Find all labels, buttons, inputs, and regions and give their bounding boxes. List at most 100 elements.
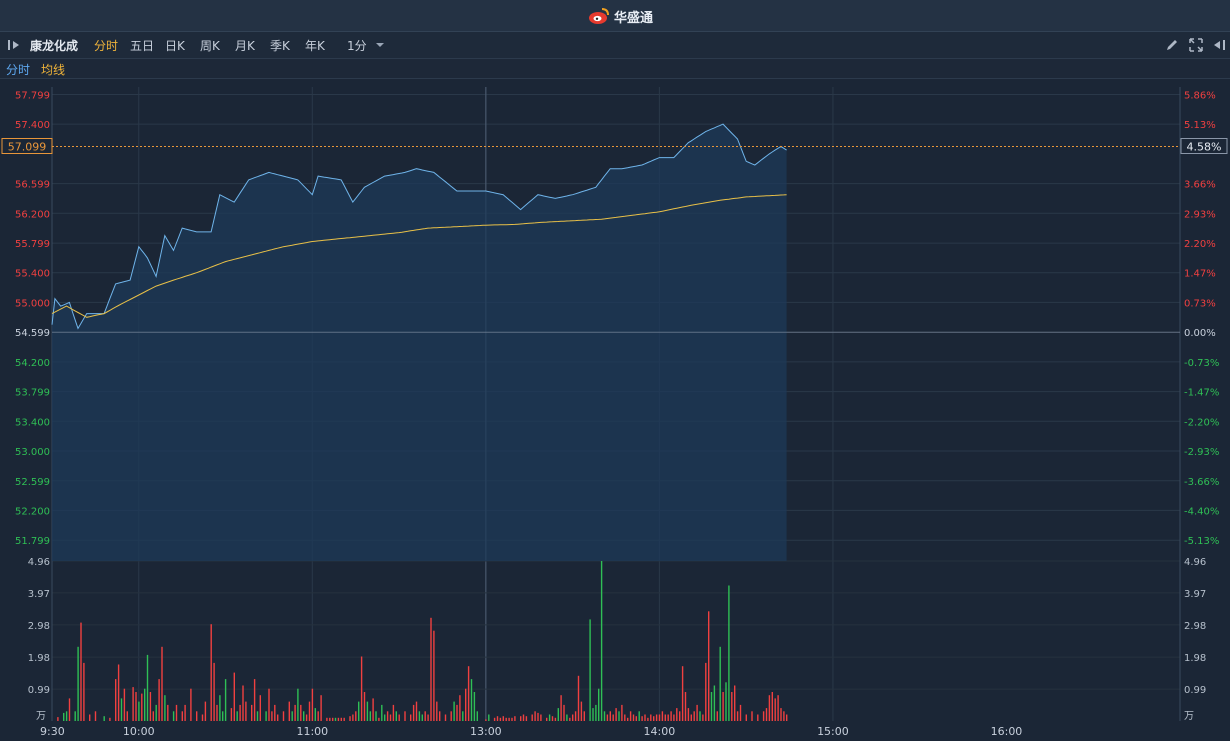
volume-bar bbox=[103, 716, 105, 721]
volume-bar bbox=[259, 695, 261, 721]
change-tick-label: 2.93% bbox=[1184, 209, 1216, 220]
volume-bar bbox=[213, 662, 215, 721]
tab-daily-k[interactable]: 日K bbox=[165, 39, 185, 53]
volume-bar bbox=[624, 714, 626, 721]
change-tick-label: -0.73% bbox=[1184, 358, 1219, 369]
volume-bar bbox=[658, 714, 661, 721]
volume-bar bbox=[736, 711, 739, 721]
volume-bar bbox=[534, 711, 536, 721]
collapse-right-icon[interactable] bbox=[1210, 37, 1226, 53]
volume-bar bbox=[239, 704, 241, 721]
change-tick-label: -5.13% bbox=[1184, 536, 1219, 547]
volume-bar bbox=[537, 712, 539, 721]
price-line bbox=[51, 123, 787, 330]
volume-tick-label: 0.99 bbox=[1184, 685, 1206, 696]
volume-bar bbox=[540, 714, 542, 721]
price-tick-label: 54.200 bbox=[15, 358, 50, 369]
volume-bar bbox=[768, 695, 771, 721]
volume-bar bbox=[181, 711, 183, 721]
volume-bar bbox=[146, 654, 149, 721]
volume-bar bbox=[430, 617, 432, 721]
current-change-tag: 4.58% bbox=[1180, 138, 1228, 155]
volume-bar bbox=[580, 701, 583, 721]
volume-bar bbox=[696, 704, 698, 721]
tab-quarterly-k[interactable]: 季K bbox=[270, 39, 290, 53]
volume-bar bbox=[65, 711, 68, 721]
volume-tick-label: 4.96 bbox=[28, 557, 50, 568]
volume-bar bbox=[196, 711, 198, 721]
volume-bar bbox=[210, 624, 212, 721]
volume-bar bbox=[415, 701, 418, 721]
volume-bar bbox=[412, 704, 415, 721]
volume-bar bbox=[141, 693, 143, 721]
price-tick-label: 56.200 bbox=[15, 209, 50, 220]
volume-bar bbox=[109, 717, 111, 721]
chevron-down-icon[interactable] bbox=[372, 37, 388, 53]
brand-name: 华盛通 bbox=[614, 10, 654, 26]
volume-bar bbox=[366, 701, 369, 721]
volume-bar bbox=[77, 646, 79, 721]
pencil-icon[interactable] bbox=[1164, 37, 1180, 53]
volume-bar bbox=[277, 714, 279, 721]
stock-name[interactable]: 康龙化成 bbox=[30, 39, 79, 53]
price-tick-label: 52.200 bbox=[15, 506, 50, 517]
volume-bar bbox=[470, 679, 473, 721]
volume-bar bbox=[551, 716, 554, 721]
volume-tick-label: 1.98 bbox=[1184, 653, 1206, 664]
legend-avg-line[interactable]: 均线 bbox=[41, 63, 66, 77]
price-tick-label: 51.799 bbox=[15, 536, 50, 547]
expand-icon[interactable] bbox=[1188, 37, 1204, 53]
volume-unit-label: 万 bbox=[36, 711, 46, 722]
collapse-left-icon[interactable] bbox=[7, 37, 23, 53]
time-tick-label: 9:30 bbox=[40, 725, 65, 738]
volume-bar bbox=[502, 716, 504, 721]
tab-weekly-k[interactable]: 周K bbox=[200, 39, 220, 53]
volume-bar bbox=[389, 714, 392, 721]
volume-bar bbox=[256, 711, 259, 721]
legend-time-share[interactable]: 分时 bbox=[6, 63, 31, 77]
volume-bar bbox=[563, 704, 565, 721]
volume-bar bbox=[493, 717, 496, 721]
volume-bar bbox=[83, 662, 85, 721]
volume-bar bbox=[609, 711, 611, 721]
tab-yearly-k[interactable]: 年K bbox=[305, 39, 325, 53]
volume-bar bbox=[395, 711, 397, 721]
volume-bar bbox=[453, 701, 455, 721]
intraday-chart[interactable]: 57.799 57.400 56.599 56.200 55.799 55.400 55.0… bbox=[0, 79, 1230, 741]
volume-bar bbox=[505, 717, 507, 721]
volume-bar bbox=[242, 685, 244, 721]
volume-bar bbox=[476, 711, 478, 721]
volume-bar bbox=[496, 716, 499, 721]
time-tick-label: 15:00 bbox=[817, 725, 849, 738]
volume-bar bbox=[577, 675, 580, 721]
interval-select[interactable]: 1分 bbox=[347, 39, 367, 53]
volume-bar bbox=[230, 708, 233, 721]
volume-bar bbox=[398, 714, 400, 721]
tab-monthly-k[interactable]: 月K bbox=[235, 39, 255, 53]
tab-five-day[interactable]: 五日 bbox=[130, 39, 155, 53]
volume-bar bbox=[291, 711, 293, 721]
volume-bar bbox=[467, 666, 470, 721]
volume-bar bbox=[360, 656, 363, 721]
volume-bar bbox=[456, 704, 458, 721]
volume-bar bbox=[297, 688, 299, 721]
volume-bar bbox=[635, 716, 637, 721]
volume-bar bbox=[424, 711, 426, 721]
price-axis-left: 57.799 57.400 56.599 56.200 55.799 55.400 55.0… bbox=[15, 91, 50, 548]
volume-bar bbox=[340, 717, 342, 721]
volume-bar bbox=[167, 704, 169, 721]
volume-bar bbox=[404, 711, 406, 721]
volume-bar bbox=[462, 711, 464, 721]
volume-bar bbox=[731, 692, 733, 721]
volume-bar bbox=[667, 714, 669, 721]
volume-bar bbox=[184, 704, 186, 721]
volume-bar bbox=[245, 701, 247, 721]
volume-tick-label: 4.96 bbox=[1184, 557, 1206, 568]
price-tick-label: 53.000 bbox=[15, 447, 50, 458]
volume-bar bbox=[349, 716, 351, 721]
current-price-tag: 57.099 bbox=[1, 138, 53, 155]
tab-time-share[interactable]: 分时 bbox=[94, 39, 119, 53]
volume-bar bbox=[68, 698, 71, 721]
volume-bar bbox=[786, 714, 788, 721]
title-bar: 华盛通 bbox=[0, 0, 1230, 32]
